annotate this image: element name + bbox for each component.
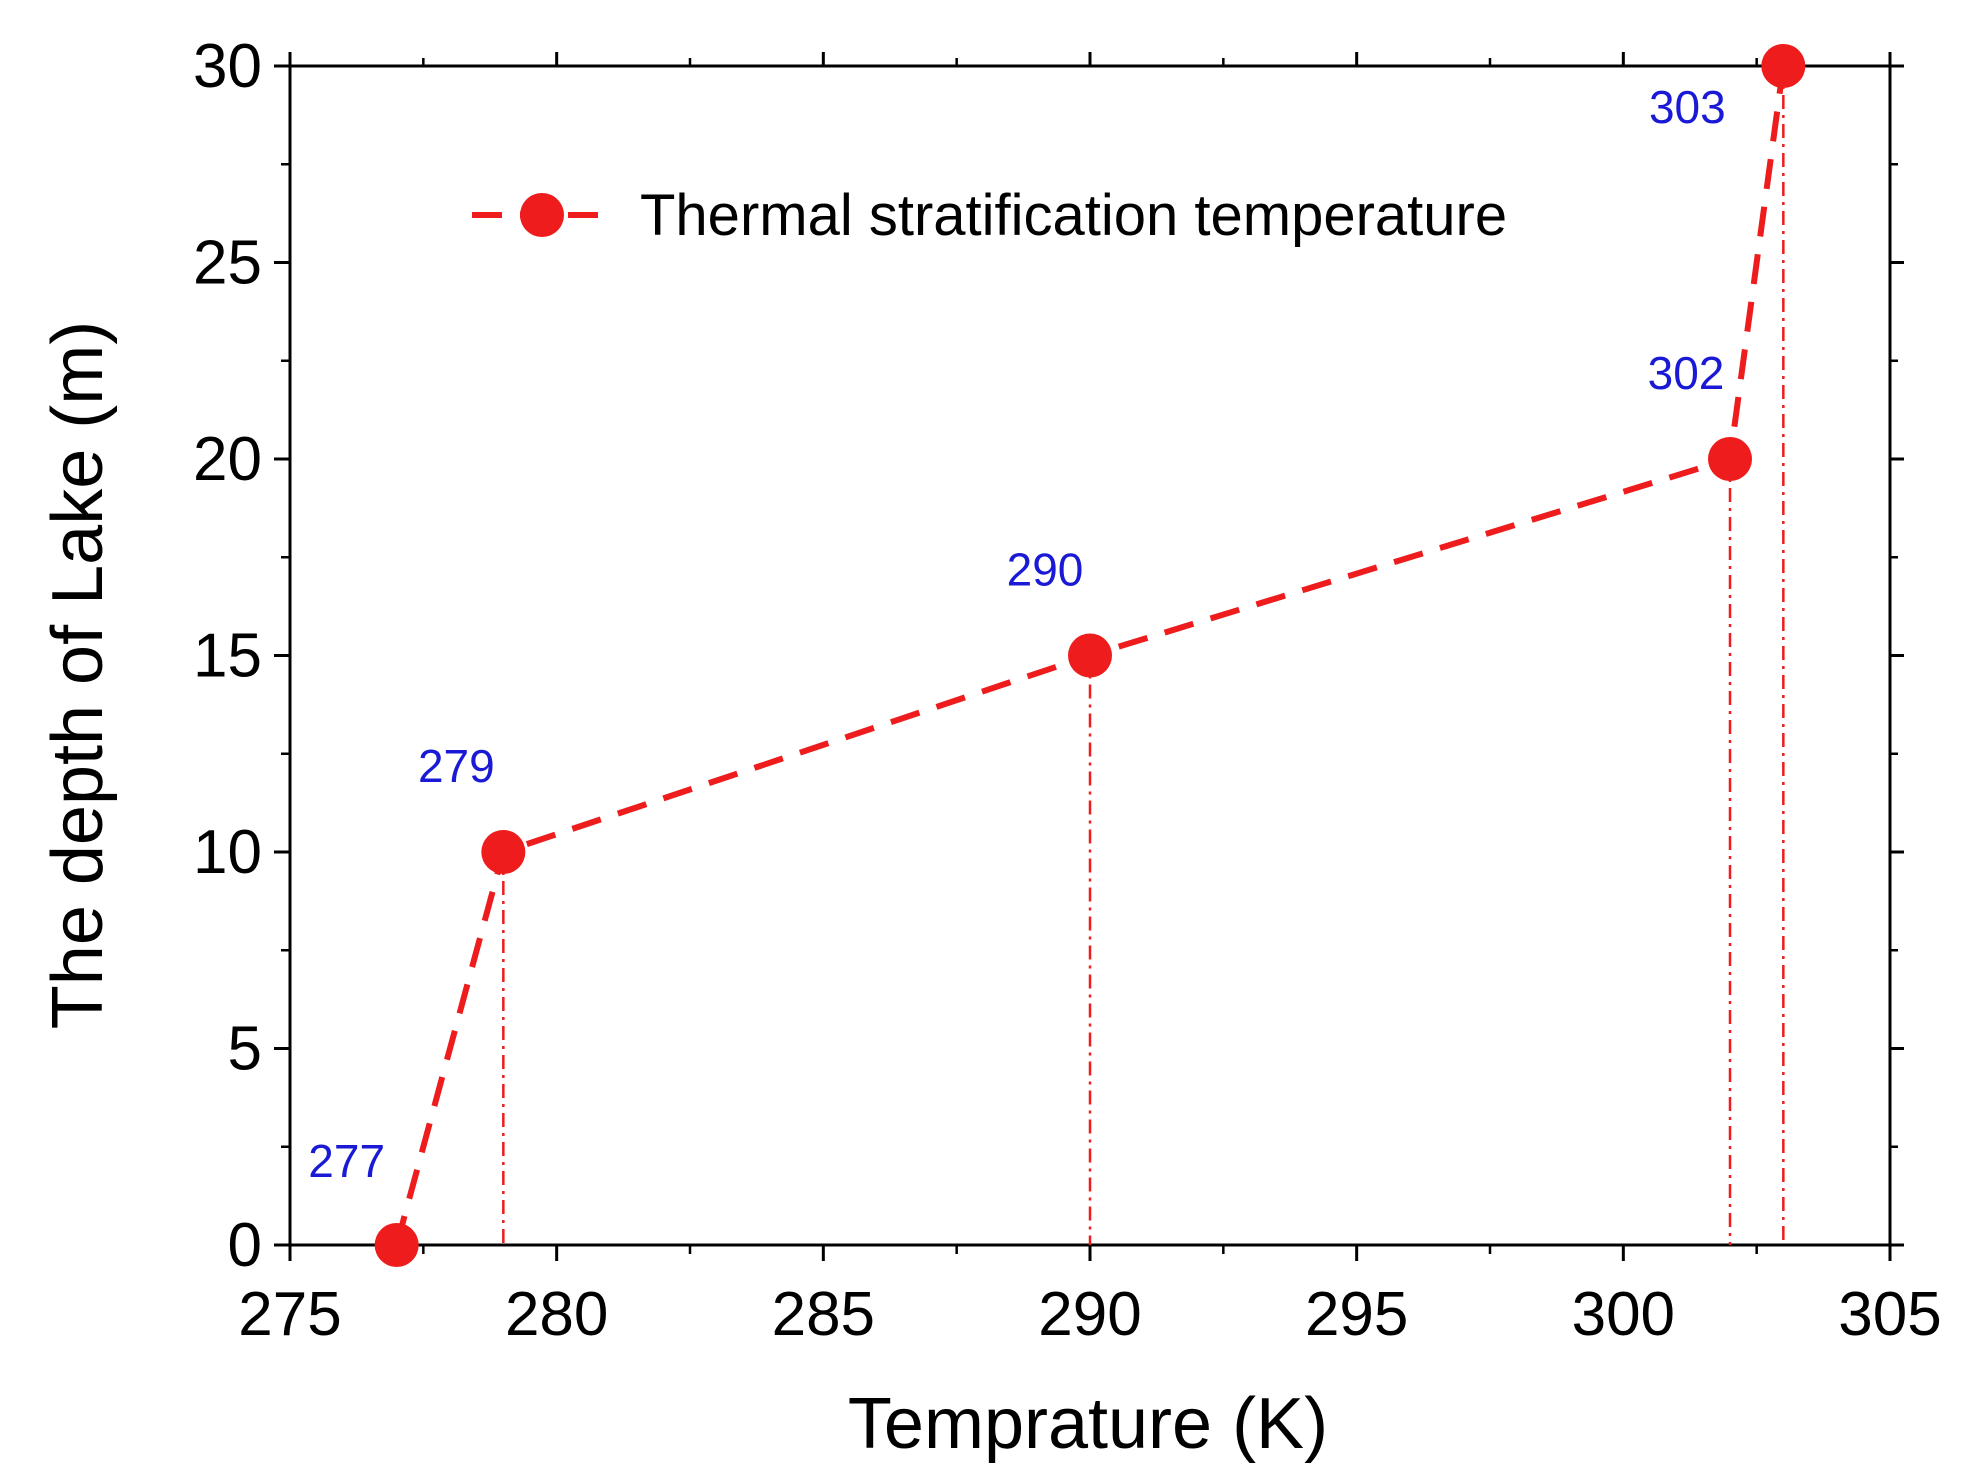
- series-markers: [374, 44, 1806, 1267]
- data-point-marker: [1761, 44, 1806, 88]
- data-point-marker: [481, 830, 526, 874]
- x-tick-label: 285: [772, 1280, 875, 1349]
- data-label: 303: [1649, 81, 1726, 133]
- x-tick-label: 305: [1838, 1280, 1941, 1349]
- x-tick-label: 280: [505, 1280, 608, 1349]
- x-axis-ticks: 275 280 285 290 295 300 305: [238, 52, 1942, 1349]
- y-tick-label: 10: [193, 818, 262, 887]
- data-point-marker: [1068, 633, 1112, 678]
- legend-marker: [520, 193, 564, 237]
- y-tick-label: 30: [193, 32, 262, 101]
- x-axis-title: Temprature (K): [848, 1384, 1328, 1464]
- x-tick-label: 290: [1038, 1280, 1141, 1349]
- data-label: 277: [308, 1135, 385, 1187]
- data-point-marker: [1708, 437, 1752, 481]
- y-tick-label: 5: [228, 1015, 262, 1084]
- y-tick-label: 0: [228, 1211, 262, 1280]
- x-tick-label: 300: [1572, 1280, 1675, 1349]
- data-label: 302: [1648, 347, 1725, 399]
- y-axis-title: The depth of Lake (m): [38, 321, 118, 1029]
- y-tick-label: 15: [193, 622, 262, 691]
- data-label: 290: [1007, 544, 1084, 596]
- data-labels: 277 279 290 302 303: [308, 81, 1725, 1187]
- y-tick-label: 25: [193, 229, 262, 298]
- legend-label: Thermal stratification temperature: [640, 183, 1507, 248]
- x-tick-label: 295: [1305, 1280, 1408, 1349]
- drop-lines: [502, 66, 1785, 1245]
- data-label: 279: [418, 740, 495, 792]
- x-tick-label: 275: [238, 1280, 341, 1349]
- y-tick-label: 20: [193, 425, 262, 494]
- legend: Thermal stratification temperature: [472, 183, 1507, 248]
- data-point-marker: [374, 1223, 419, 1267]
- y-axis-ticks: 0 5 10 15 20 25 30: [193, 32, 1904, 1280]
